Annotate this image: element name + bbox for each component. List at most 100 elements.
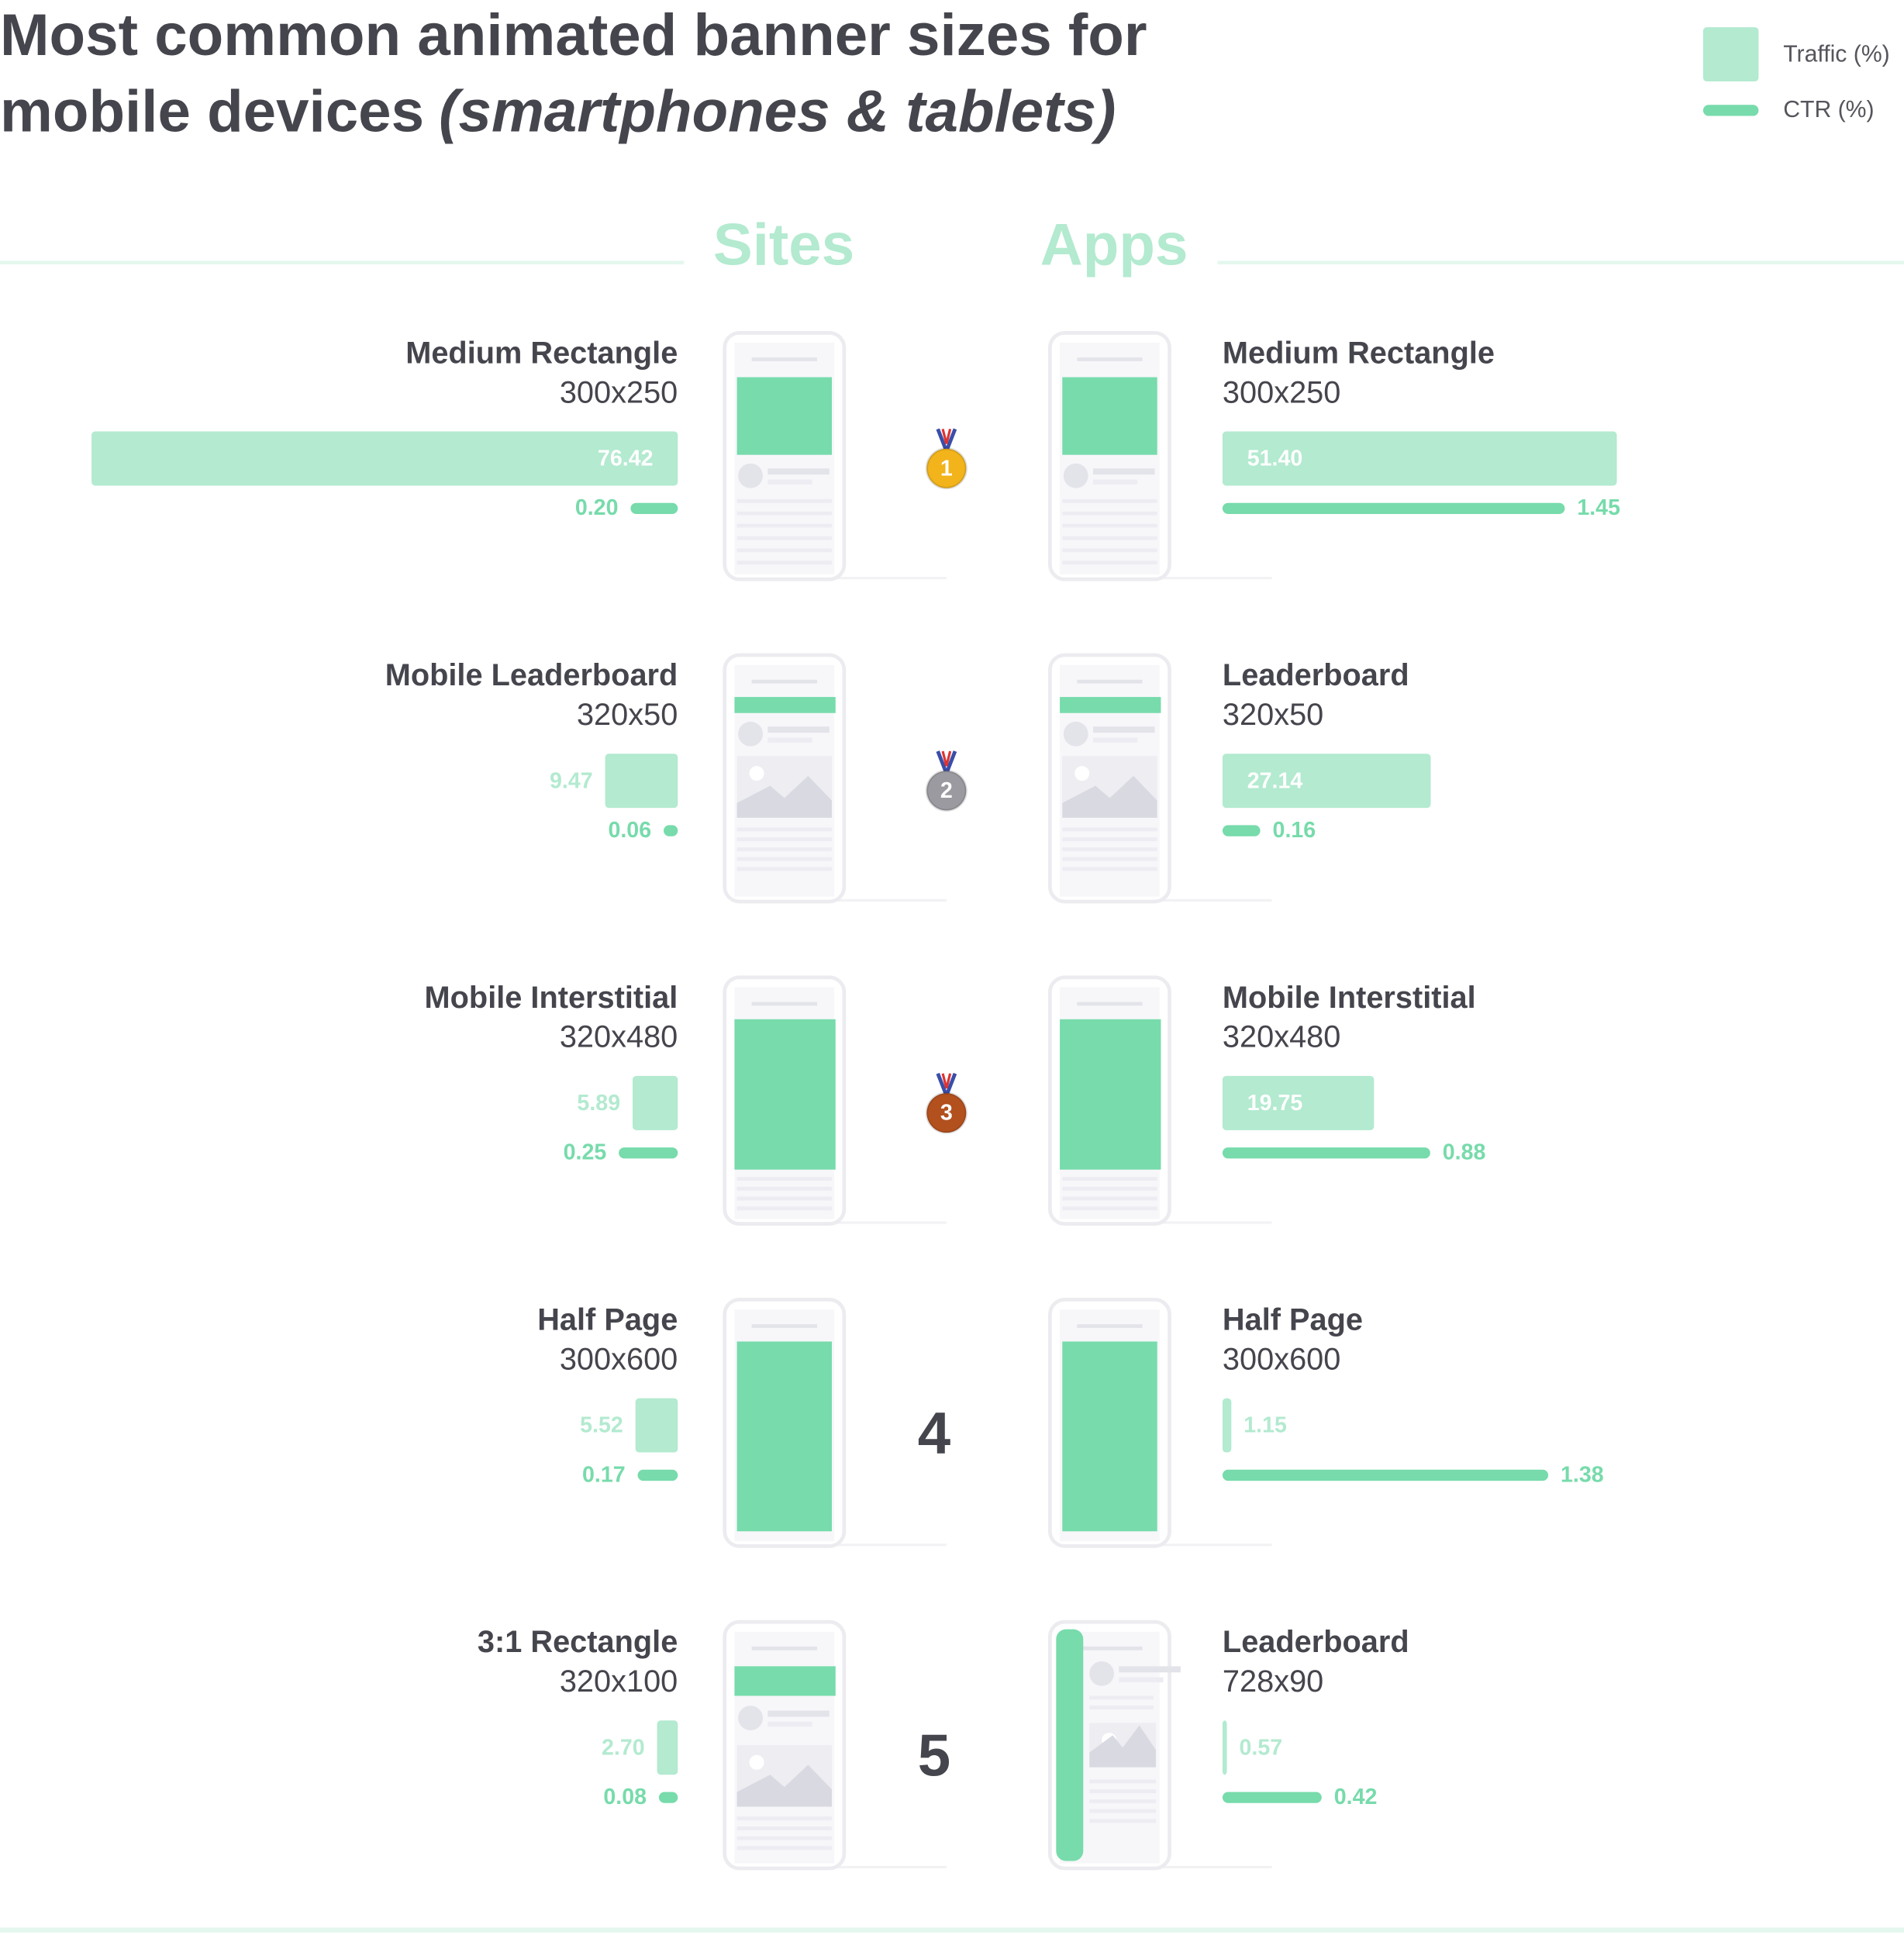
text-line xyxy=(1062,1177,1157,1181)
text-line xyxy=(736,548,833,553)
ad xyxy=(736,377,833,455)
ad xyxy=(1062,377,1157,455)
traffic-label: 19.75 xyxy=(1247,1091,1303,1116)
traffic-label: 51.40 xyxy=(1247,447,1303,471)
rank-label: 5 xyxy=(918,1723,950,1788)
rank-label: 2 xyxy=(940,778,953,803)
avatar xyxy=(738,463,763,488)
traffic-label: 5.52 xyxy=(580,1413,623,1438)
traffic-label: 1.15 xyxy=(1243,1413,1287,1438)
size-label: 320x480 xyxy=(560,1020,678,1054)
category-label: 3:1 Rectangle xyxy=(478,1625,678,1659)
category-label: Mobile Interstitial xyxy=(1223,981,1476,1015)
text-line xyxy=(1062,827,1157,832)
text-line xyxy=(736,857,833,861)
medal-ribbon xyxy=(941,428,952,444)
image-hill xyxy=(1089,1725,1157,1768)
phone-notch xyxy=(751,1324,817,1328)
text-line xyxy=(1062,498,1157,503)
category-label: Half Page xyxy=(537,1303,678,1337)
text-line xyxy=(1062,857,1157,861)
size-label: 320x50 xyxy=(1223,698,1323,732)
text-line xyxy=(736,1826,833,1830)
phone-notch xyxy=(1077,1002,1143,1006)
traffic-bar xyxy=(633,1075,678,1130)
text-line xyxy=(1062,867,1157,871)
ad xyxy=(734,1019,836,1170)
text-line xyxy=(1093,737,1138,743)
text-line xyxy=(736,1816,833,1821)
title-line: mobile devices (smartphones & tablets) xyxy=(0,79,1116,145)
text-line xyxy=(1119,1666,1181,1673)
text-line xyxy=(767,468,830,475)
image-sun xyxy=(749,766,764,781)
text-line xyxy=(736,511,833,516)
size-label: 320x100 xyxy=(560,1664,678,1699)
size-label: 300x250 xyxy=(560,375,678,409)
legend-label: CTR (%) xyxy=(1783,97,1874,122)
phone-shadow xyxy=(736,1865,947,1869)
text-line xyxy=(1093,726,1155,733)
traffic-label: 0.57 xyxy=(1239,1735,1282,1760)
phone-notch xyxy=(751,1002,817,1006)
text-line xyxy=(736,498,833,503)
category-label: Medium Rectangle xyxy=(405,336,678,370)
legend-label: Traffic (%) xyxy=(1783,42,1890,67)
avatar xyxy=(738,1706,763,1730)
ctr-bar xyxy=(1222,502,1565,515)
traffic-label: 9.47 xyxy=(550,768,593,793)
medal-ribbon xyxy=(941,750,952,767)
title-line: Most common animated banner sizes for xyxy=(0,2,1147,68)
text-line xyxy=(1089,1819,1157,1823)
ad xyxy=(1062,1341,1157,1532)
text-line xyxy=(1089,1809,1157,1813)
medal xyxy=(925,1092,968,1134)
text-line xyxy=(767,737,812,743)
ctr-label: 0.16 xyxy=(1273,818,1316,843)
text-line xyxy=(1062,837,1157,842)
legend-swatch xyxy=(1702,105,1759,116)
text-line xyxy=(736,1846,833,1850)
medal-ribbon xyxy=(941,1073,952,1089)
rank-label: 1 xyxy=(940,456,953,481)
text-line xyxy=(1062,1206,1157,1211)
avatar xyxy=(738,721,763,747)
text-line xyxy=(767,479,812,485)
text-line xyxy=(736,827,833,832)
category-label: Leaderboard xyxy=(1223,1625,1409,1659)
phone-shadow xyxy=(1062,1544,1272,1547)
size-label: 300x600 xyxy=(1223,1342,1340,1376)
image-sun xyxy=(749,1754,764,1770)
traffic-bar xyxy=(1222,1720,1227,1775)
phone-shadow xyxy=(736,1221,947,1224)
text-line xyxy=(736,536,833,540)
ctr-bar xyxy=(619,1147,678,1159)
text-line xyxy=(736,1186,833,1191)
phone-notch xyxy=(1077,357,1143,361)
size-label: 320x50 xyxy=(577,698,678,732)
text-line xyxy=(736,1836,833,1840)
category-label: Medium Rectangle xyxy=(1223,336,1495,370)
ctr-label: 1.45 xyxy=(1577,495,1620,520)
ad xyxy=(1060,1019,1161,1170)
phone-shadow xyxy=(1062,1865,1272,1869)
traffic-bar xyxy=(657,1720,678,1775)
ctr-label: 0.25 xyxy=(564,1140,607,1165)
text-line xyxy=(1093,468,1155,475)
category-label: Mobile Leaderboard xyxy=(385,658,678,692)
category-label: Leaderboard xyxy=(1223,658,1409,692)
panel-title: Apps xyxy=(1040,212,1188,278)
text-line xyxy=(1062,1196,1157,1201)
text-line xyxy=(1062,536,1157,540)
ctr-label: 1.38 xyxy=(1561,1462,1604,1487)
ctr-label: 0.08 xyxy=(603,1785,647,1809)
traffic-label: 5.89 xyxy=(577,1091,620,1116)
text-line xyxy=(1062,548,1157,553)
text-line xyxy=(736,1177,833,1181)
ctr-bar xyxy=(658,1792,678,1803)
text-line xyxy=(767,1710,830,1717)
image-hill xyxy=(736,1764,833,1807)
text-line xyxy=(1089,1706,1154,1709)
phone-notch xyxy=(1077,1646,1143,1650)
text-line xyxy=(1093,479,1138,485)
